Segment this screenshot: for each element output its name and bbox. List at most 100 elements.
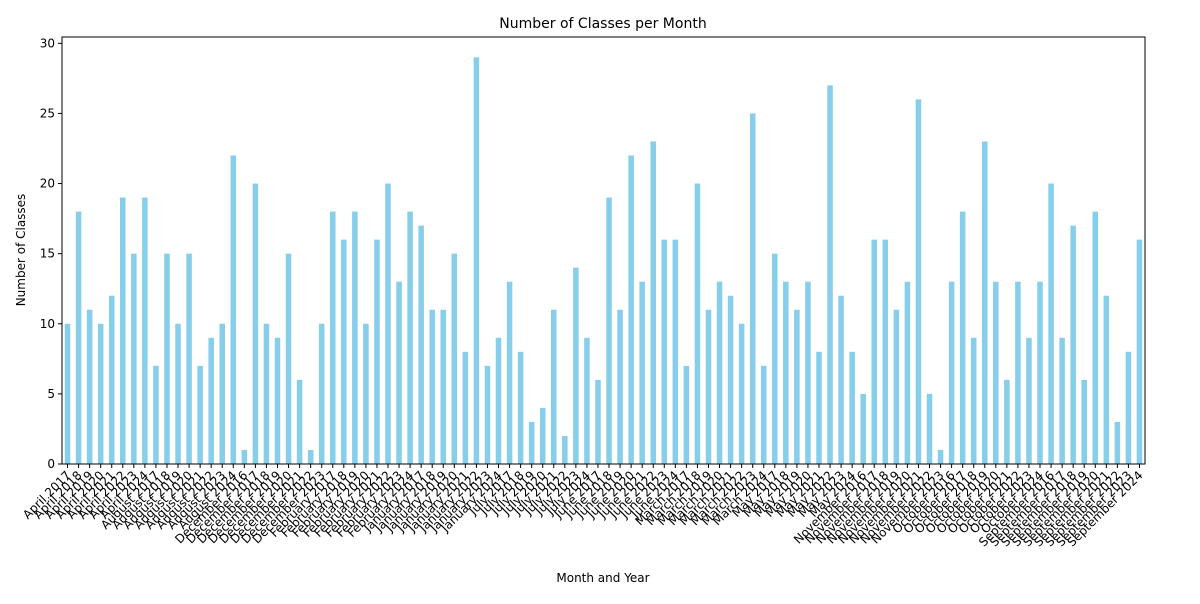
bar	[352, 211, 358, 464]
bar	[772, 253, 778, 464]
bar	[562, 435, 568, 464]
bar	[528, 421, 535, 464]
bar	[86, 309, 93, 464]
y-tick-label: 25	[40, 106, 55, 120]
bar	[407, 211, 413, 464]
y-tick-label: 0	[47, 457, 55, 471]
bar	[573, 267, 579, 464]
bar	[794, 309, 800, 464]
bar	[142, 197, 148, 464]
bar	[650, 141, 656, 465]
y-tick-label: 10	[40, 317, 55, 331]
bar	[882, 239, 889, 464]
bar	[252, 183, 259, 465]
bar	[296, 379, 303, 464]
bar	[617, 309, 623, 464]
y-tick-label: 30	[40, 36, 55, 50]
bar	[208, 337, 214, 464]
bar	[1004, 379, 1010, 464]
bar	[981, 141, 988, 465]
y-tick-label: 15	[40, 247, 55, 261]
bar	[120, 197, 126, 464]
bar	[418, 225, 424, 464]
bar	[164, 253, 170, 464]
y-tick-label: 20	[40, 177, 55, 191]
bar	[948, 281, 955, 464]
bar	[241, 449, 248, 464]
bar	[462, 351, 469, 464]
y-tick-label: 5	[47, 387, 55, 401]
bar	[97, 323, 104, 464]
bar	[838, 295, 844, 464]
bar	[153, 365, 159, 464]
bar	[506, 281, 513, 464]
bar	[904, 281, 911, 464]
bar	[639, 281, 645, 464]
bar	[385, 183, 391, 465]
bar	[959, 211, 966, 464]
bar	[473, 57, 480, 464]
bar	[1081, 379, 1087, 464]
bar	[374, 239, 380, 464]
bar	[274, 337, 281, 464]
bar	[705, 309, 712, 464]
bar	[993, 281, 999, 464]
bar	[517, 351, 524, 464]
bar	[551, 309, 557, 464]
bar	[285, 253, 292, 464]
bar	[727, 295, 734, 464]
bar	[219, 323, 226, 464]
bar	[318, 323, 325, 464]
bar	[970, 337, 977, 464]
bar	[440, 309, 447, 464]
bar	[263, 323, 270, 464]
bar	[893, 309, 900, 464]
bar	[1015, 281, 1021, 464]
bar	[661, 239, 668, 464]
bar	[186, 253, 192, 464]
bar	[1136, 239, 1143, 464]
bar	[849, 351, 855, 464]
bar	[749, 113, 756, 464]
bar	[495, 337, 502, 464]
bar	[429, 309, 435, 464]
y-axis-label: Number of Classes	[14, 194, 28, 307]
bar	[926, 393, 933, 464]
bar	[628, 155, 634, 464]
plot-frame	[61, 36, 1146, 465]
bar	[484, 365, 491, 464]
bar	[1037, 281, 1043, 464]
bar	[539, 407, 546, 464]
bar	[1048, 183, 1054, 465]
x-axis-label: Month and Year	[556, 571, 649, 585]
bar	[451, 253, 458, 464]
bar	[108, 295, 115, 464]
bar	[307, 449, 314, 464]
bar	[915, 99, 922, 465]
bar	[64, 323, 71, 464]
bar	[871, 239, 878, 464]
bar	[738, 323, 745, 464]
bar	[1092, 211, 1099, 464]
bar	[1026, 337, 1032, 464]
bar	[584, 337, 590, 464]
bar	[1070, 225, 1076, 464]
bar	[694, 183, 701, 465]
bar	[760, 365, 767, 464]
bar	[860, 393, 866, 464]
bar	[783, 281, 789, 464]
bar	[363, 323, 369, 464]
bar	[672, 239, 679, 464]
bar	[197, 365, 203, 464]
bar	[175, 323, 181, 464]
bar	[1103, 295, 1110, 464]
chart-title: Number of Classes per Month	[499, 16, 706, 32]
bar	[75, 211, 82, 464]
bar	[341, 239, 347, 464]
bar	[1114, 421, 1121, 464]
bar	[230, 155, 237, 464]
bar	[329, 211, 336, 464]
bar	[805, 281, 811, 464]
bar	[716, 281, 723, 464]
